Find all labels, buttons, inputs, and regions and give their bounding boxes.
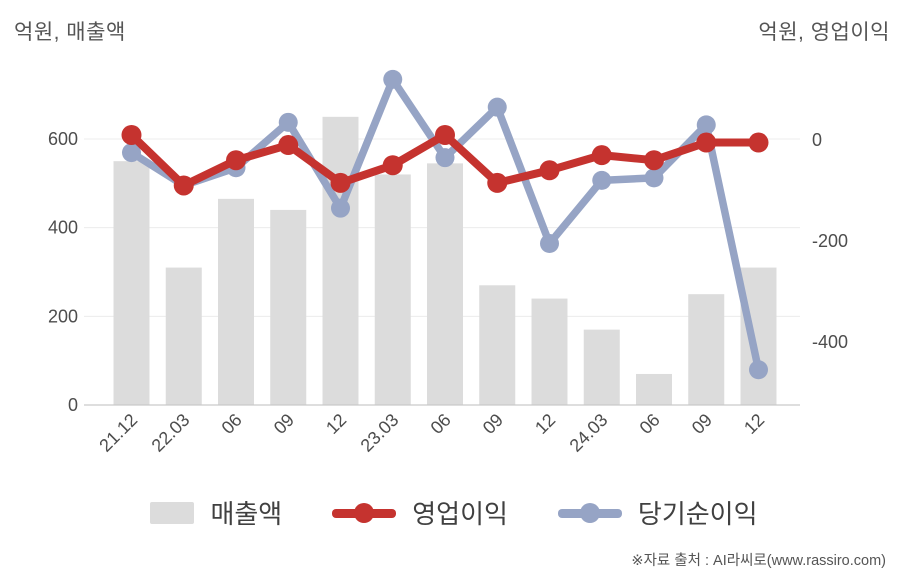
legend-label-revenue: 매출액 — [210, 499, 283, 529]
x-axis-tick-label: 06 — [218, 410, 246, 438]
data-source-note: ※자료 출처 : AI라씨로(www.rassiro.com) — [631, 553, 886, 569]
left-axis-tick-label: 400 — [48, 218, 78, 238]
right-axis-tick-label: -200 — [812, 231, 848, 251]
x-axis-tick-label: 23.03 — [357, 410, 403, 456]
operating-profit-marker — [278, 135, 299, 156]
x-axis-tick-label: 12 — [322, 410, 350, 438]
operating-profit-marker — [696, 132, 717, 153]
net-income-marker — [749, 360, 768, 380]
revenue-bar — [583, 329, 620, 405]
x-axis-tick-label: 21.12 — [95, 410, 141, 456]
x-axis-tick-label: 09 — [688, 410, 716, 438]
net-income-marker — [644, 168, 664, 188]
net-income-marker — [122, 143, 141, 163]
legend-item-net-income[interactable]: 당기순이익 — [557, 494, 758, 531]
operating-profit-legend-marker — [332, 502, 397, 524]
revenue-bar — [740, 267, 777, 405]
net-income-marker — [435, 148, 455, 168]
right-axis-tick-label: 0 — [812, 130, 822, 150]
x-axis-tick-label: 06 — [636, 410, 664, 438]
net-income-marker — [331, 198, 350, 218]
left-axis-tick-label: 200 — [48, 306, 78, 326]
net-income-legend-marker — [557, 502, 622, 524]
chart-legend: 매출액 영업이익 당기순이익 — [0, 494, 908, 531]
legend-item-revenue[interactable]: 매출액 — [150, 494, 282, 531]
operating-profit-marker — [644, 150, 664, 171]
revenue-bar — [270, 209, 307, 405]
x-axis-tick-label: 12 — [531, 410, 559, 438]
right-axis-title: 억원, 영업이익 — [758, 21, 890, 44]
revenue-bar — [531, 298, 568, 405]
left-axis-tick-label: 600 — [48, 129, 78, 149]
operating-profit-marker — [748, 132, 769, 153]
revenue-bar — [636, 373, 672, 405]
operating-profit-marker — [330, 172, 351, 193]
net-income-marker — [540, 234, 559, 254]
operating-profit-marker — [173, 175, 194, 196]
operating-profit-marker — [487, 172, 508, 193]
left-axis-tick-label: 0 — [68, 395, 78, 415]
legend-label-operating-profit: 영업이익 — [412, 499, 508, 529]
left-axis-title: 억원, 매출액 — [14, 21, 126, 44]
net-income-marker — [278, 112, 298, 132]
x-axis-tick-label: 12 — [740, 410, 768, 438]
operating-profit-marker — [226, 150, 246, 171]
net-income-marker — [592, 170, 612, 190]
revenue-bar — [322, 116, 359, 405]
x-axis-tick-label: 24.03 — [566, 410, 612, 456]
revenue-bar — [165, 267, 202, 405]
revenue-bar — [479, 285, 516, 405]
revenue-bar — [427, 163, 463, 405]
legend-label-net-income: 당기순이익 — [637, 499, 758, 529]
operating-profit-marker — [435, 124, 455, 145]
revenue-legend-swatch — [150, 501, 195, 524]
operating-profit-marker — [591, 145, 612, 166]
x-axis-tick-label: 06 — [427, 410, 455, 438]
revenue-bar — [218, 198, 254, 405]
operating-profit-marker — [382, 155, 403, 176]
x-axis-tick-label: 09 — [479, 410, 507, 438]
operating-profit-marker — [539, 160, 560, 181]
net-income-marker — [696, 115, 716, 135]
revenue-bar — [374, 174, 411, 405]
net-income-marker — [383, 69, 403, 89]
net-income-marker — [487, 97, 507, 117]
legend-item-operating-profit[interactable]: 영업이익 — [332, 494, 508, 531]
right-axis-tick-label: -400 — [812, 332, 848, 352]
x-axis-tick-label: 09 — [270, 410, 298, 438]
revenue-bar — [113, 161, 150, 405]
x-axis-tick-label: 22.03 — [148, 410, 194, 456]
revenue-bar — [688, 294, 725, 405]
operating-profit-marker — [121, 124, 142, 145]
